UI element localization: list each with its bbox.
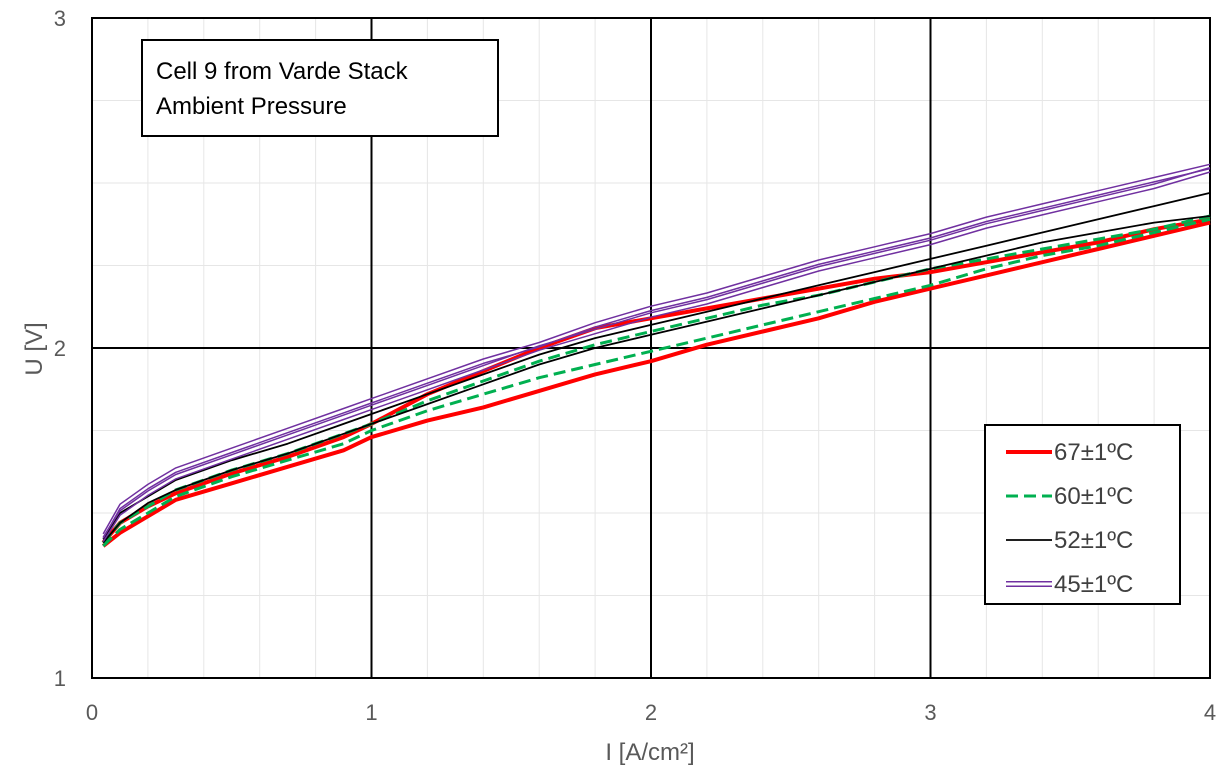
series-line: [102, 192, 1211, 540]
annotation-frame: [141, 39, 499, 137]
legend-frame: [984, 424, 1181, 605]
series-1: [101, 217, 1211, 548]
x-tick-labels: 0 1 2 3 4: [86, 700, 1216, 725]
x-tick-label: 2: [645, 700, 657, 725]
series-line: [101, 220, 1211, 548]
series-line: [102, 217, 1211, 548]
annotation-line-1: Cell 9 from Varde Stack: [156, 58, 409, 85]
series-line: [101, 217, 1211, 544]
x-axis-title: I [A/cm²]: [605, 739, 694, 766]
x-tick-label: 4: [1204, 700, 1216, 725]
x-tick-label: 0: [86, 700, 98, 725]
annotation-line-2: Ambient Pressure: [156, 93, 347, 120]
legend-label: 60±1ºC: [1054, 483, 1133, 510]
y-tick-labels: 1 2 3: [54, 6, 66, 691]
y-tick-label: 3: [54, 6, 66, 31]
legend-label: 67±1ºC: [1054, 439, 1133, 466]
x-tick-label: 1: [365, 700, 377, 725]
series-line: [102, 215, 1211, 544]
plot-frame: [91, 17, 1211, 679]
series-line: [102, 166, 1211, 538]
y-tick-label: 1: [54, 666, 66, 691]
series-line: [102, 167, 1211, 539]
series-line: [102, 163, 1211, 535]
series-4: [102, 163, 1211, 543]
y-tick-label: 2: [54, 336, 66, 361]
legend: 67±1ºC 60±1ºC 52±1ºC 45±1ºC: [984, 424, 1181, 605]
legend-label: 52±1ºC: [1054, 527, 1133, 554]
y-axis-title: U [V]: [21, 322, 48, 375]
series-3: [102, 192, 1211, 544]
x-tick-label: 3: [924, 700, 936, 725]
legend-label: 45±1ºC: [1054, 571, 1133, 598]
series-line: [102, 171, 1211, 543]
annotation-box: Cell 9 from Varde Stack Ambient Pressure: [141, 39, 499, 137]
series-layer: [101, 163, 1211, 548]
